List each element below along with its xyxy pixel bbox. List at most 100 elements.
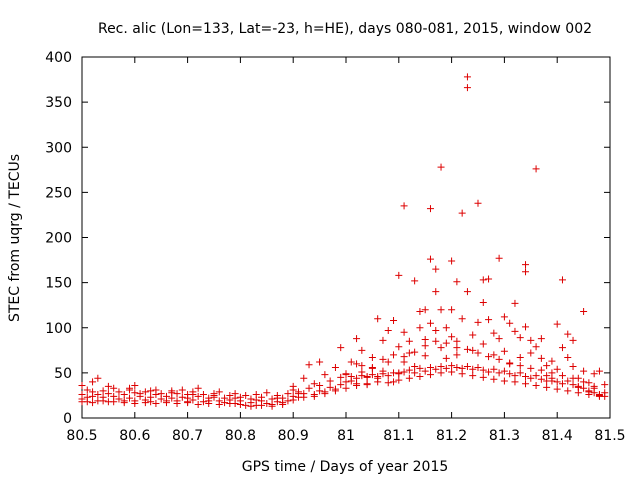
data-point — [448, 306, 456, 314]
data-point — [300, 393, 308, 401]
data-point — [316, 358, 324, 366]
data-point — [490, 375, 498, 383]
data-point — [284, 397, 292, 405]
data-point — [205, 400, 213, 408]
x-tick-label: 81.2 — [436, 428, 467, 444]
data-point — [268, 400, 276, 408]
data-point — [395, 343, 403, 351]
data-point — [395, 376, 403, 384]
data-point — [564, 387, 572, 395]
data-markers — [78, 73, 609, 410]
data-point — [453, 278, 461, 286]
data-point — [453, 363, 461, 371]
data-point — [104, 390, 112, 398]
data-point — [537, 366, 545, 374]
data-point — [120, 391, 128, 399]
data-point — [421, 352, 429, 360]
data-point — [374, 378, 382, 386]
data-point — [463, 73, 471, 81]
data-point — [353, 380, 361, 388]
y-tick-label: 350 — [45, 95, 72, 111]
data-point — [490, 365, 498, 373]
data-point — [168, 389, 176, 397]
data-point — [104, 382, 112, 390]
data-point — [353, 335, 361, 343]
data-point — [522, 372, 530, 380]
data-point — [580, 378, 588, 386]
data-point — [558, 344, 566, 352]
data-point — [131, 400, 139, 408]
data-point — [595, 392, 603, 400]
data-point — [453, 351, 461, 359]
data-point — [126, 384, 134, 392]
data-point — [242, 401, 250, 409]
data-point — [347, 372, 355, 380]
data-point — [152, 400, 160, 408]
data-point — [479, 276, 487, 284]
data-point — [537, 335, 545, 343]
data-point — [448, 362, 456, 370]
data-point — [131, 382, 139, 390]
data-point — [342, 384, 350, 392]
data-point — [326, 383, 334, 391]
data-point — [411, 369, 419, 377]
data-point — [194, 384, 202, 392]
x-tick-label: 81.5 — [594, 428, 625, 444]
data-point — [564, 330, 572, 338]
data-point — [263, 400, 271, 408]
data-point — [426, 205, 434, 213]
data-point — [474, 349, 482, 357]
data-point — [453, 337, 461, 345]
data-point — [405, 374, 413, 382]
data-point — [495, 355, 503, 363]
data-point — [358, 346, 366, 354]
data-point — [395, 370, 403, 378]
data-point — [537, 375, 545, 383]
data-point — [511, 378, 519, 386]
data-point — [384, 379, 392, 387]
x-tick-label: 80.6 — [119, 428, 150, 444]
data-point — [569, 374, 577, 382]
data-point — [432, 365, 440, 373]
data-point — [199, 391, 207, 399]
data-point — [78, 382, 86, 390]
data-point — [131, 389, 139, 397]
data-point — [242, 391, 250, 399]
data-point — [310, 380, 318, 388]
data-point — [390, 351, 398, 359]
data-point — [463, 345, 471, 353]
data-point — [474, 199, 482, 207]
data-point — [99, 397, 107, 405]
data-point — [258, 401, 266, 409]
data-point — [310, 391, 318, 399]
data-point — [506, 360, 514, 368]
data-point — [416, 364, 424, 372]
data-point — [147, 398, 155, 406]
data-point — [585, 379, 593, 387]
data-point — [368, 364, 376, 372]
data-point — [595, 367, 603, 375]
data-point — [126, 394, 134, 402]
data-point — [463, 288, 471, 296]
data-point — [342, 378, 350, 386]
data-point — [580, 384, 588, 392]
data-point — [289, 386, 297, 394]
data-point — [448, 333, 456, 341]
data-point — [411, 277, 419, 285]
data-point — [437, 363, 445, 371]
data-point — [405, 337, 413, 345]
data-point — [368, 354, 376, 362]
data-point — [448, 368, 456, 376]
data-point — [511, 372, 519, 380]
data-point — [426, 319, 434, 327]
data-point — [506, 319, 514, 327]
data-point — [479, 366, 487, 374]
x-axis-label: GPS time / Days of year 2015 — [242, 459, 449, 475]
data-point — [400, 202, 408, 210]
data-point — [479, 298, 487, 306]
data-point — [147, 387, 155, 395]
data-point — [469, 372, 477, 380]
plot-frame — [81, 56, 611, 419]
data-point — [548, 369, 556, 377]
